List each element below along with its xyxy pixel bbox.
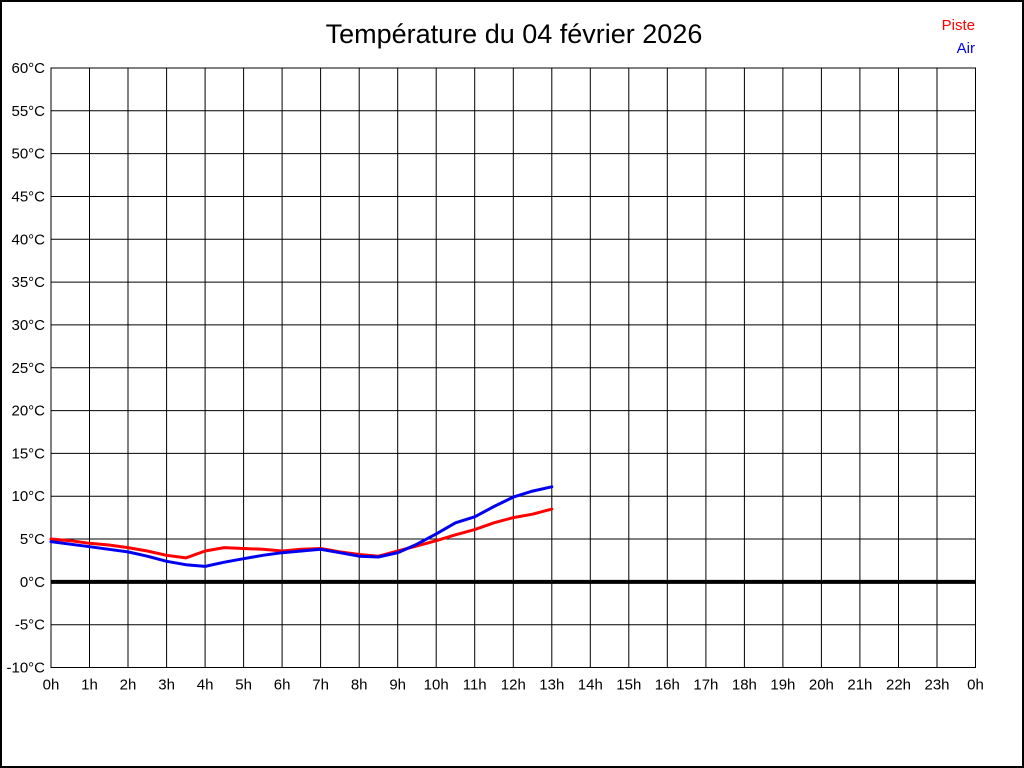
x-tick-label: 7h <box>312 677 329 694</box>
temperature-plot: 60°C 55°C 50°C 45°C 40°C 35°C 30°C 25°C 20°C 15°C… <box>6 60 984 694</box>
y-tick-label: 25°C <box>11 360 45 377</box>
x-tick-label: 19h <box>770 677 795 694</box>
x-tick-label: 18h <box>732 677 757 694</box>
series-line-piste <box>49 507 554 560</box>
x-tick-label: 9h <box>389 677 406 694</box>
y-tick-label: 5°C <box>20 531 45 548</box>
y-tick-label: 30°C <box>11 317 45 334</box>
series-line-air <box>49 485 554 568</box>
y-tick-label: 50°C <box>11 146 45 163</box>
y-tick-label: 20°C <box>11 403 45 420</box>
x-tick-label: 0h <box>43 677 60 694</box>
x-tick-label: 0h <box>967 677 984 694</box>
x-tick-label: 10h <box>424 677 449 694</box>
x-tick-label: 11h <box>463 677 487 694</box>
y-tick-label: 15°C <box>11 445 45 462</box>
y-tick-label: 35°C <box>11 274 45 291</box>
x-tick-label: 2h <box>120 677 137 694</box>
chart-legend: Piste Air <box>942 14 975 60</box>
y-tick-label: 0°C <box>20 574 45 591</box>
x-tick-label: 20h <box>809 677 834 694</box>
x-tick-label: 17h <box>693 677 718 694</box>
plot-border <box>50 67 976 668</box>
y-tick-label: 10°C <box>11 488 45 505</box>
x-tick-label: 12h <box>501 677 526 694</box>
y-tick-label: 45°C <box>11 189 45 206</box>
x-tick-label: 6h <box>274 677 291 694</box>
x-tick-label: 1h <box>81 677 98 694</box>
x-tick-label: 13h <box>539 677 564 694</box>
y-tick-label: -5°C <box>15 617 45 634</box>
x-tick-label: 21h <box>847 677 872 694</box>
chart-title: Température du 04 février 2026 <box>325 19 703 49</box>
x-tick-label: 22h <box>886 677 911 694</box>
x-tick-label: 4h <box>197 677 214 694</box>
x-tick-label: 3h <box>158 677 175 694</box>
x-tick-label: 23h <box>924 677 949 694</box>
y-tick-label: 40°C <box>11 231 45 248</box>
x-tick-label: 8h <box>351 677 368 694</box>
x-tick-label: 15h <box>616 677 641 694</box>
x-tick-label: 16h <box>655 677 680 694</box>
x-tick-label: 14h <box>578 677 603 694</box>
x-tick-label: 5h <box>235 677 252 694</box>
y-tick-label: -10°C <box>6 660 45 677</box>
y-tick-label: 60°C <box>11 60 45 77</box>
legend-label-piste: Piste <box>941 17 975 34</box>
legend-label-air: Air <box>956 40 975 57</box>
y-tick-label: 55°C <box>11 103 45 120</box>
